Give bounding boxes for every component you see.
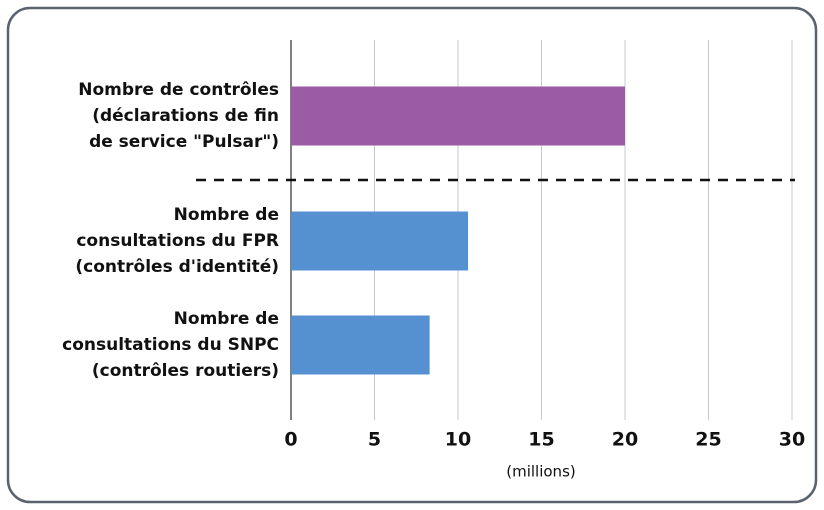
x-axis-label: (millions) — [506, 463, 576, 481]
y-tick-label: consultations du SNPC — [62, 335, 279, 355]
bar — [291, 86, 625, 146]
x-tick-label: 5 — [368, 429, 381, 451]
x-tick-label: 10 — [445, 429, 471, 451]
y-tick-label: de service "Pulsar") — [89, 132, 279, 152]
x-tick-label: 0 — [284, 429, 297, 451]
x-tick-label: 25 — [695, 429, 721, 451]
bar — [291, 211, 469, 271]
y-tick-label: Nombre de — [174, 205, 279, 225]
y-tick-label: (contrôles routiers) — [92, 361, 279, 381]
y-tick-label: Nombre de contrôles — [78, 80, 279, 100]
x-tick-label: 20 — [612, 429, 638, 451]
y-tick-label: consultations du FPR — [76, 231, 279, 251]
y-tick-label: (contrôles d'identité) — [75, 257, 279, 277]
y-tick-label: (déclarations de fin — [92, 106, 279, 126]
bar — [291, 315, 430, 375]
x-tick-label: 30 — [779, 429, 805, 451]
y-tick-label: Nombre de — [174, 309, 279, 329]
x-tick-label: 15 — [528, 429, 554, 451]
